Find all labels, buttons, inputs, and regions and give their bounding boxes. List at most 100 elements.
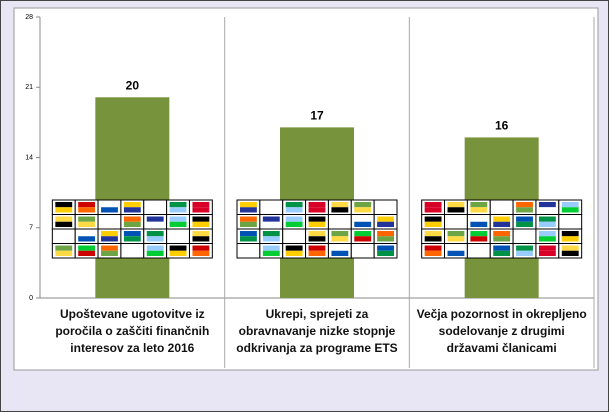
flag (192, 245, 210, 251)
flag (169, 207, 187, 213)
flag (169, 202, 187, 208)
flag (447, 207, 465, 213)
flag (123, 231, 141, 237)
flag (538, 250, 556, 256)
flag-cell (444, 214, 468, 230)
value-label: 16 (495, 119, 509, 133)
flag (78, 207, 96, 213)
flag (55, 207, 73, 213)
flag (377, 250, 394, 256)
flag (538, 221, 556, 227)
flag (377, 216, 394, 222)
flag (424, 250, 442, 256)
flag (424, 207, 442, 213)
flag (308, 221, 326, 227)
flag (561, 250, 579, 256)
flag (169, 250, 187, 256)
flag (354, 221, 372, 227)
flag (538, 202, 556, 208)
flag (123, 236, 141, 242)
flag (78, 236, 96, 242)
flag (78, 202, 96, 208)
flag (447, 236, 465, 242)
flag (308, 216, 326, 222)
flag (308, 236, 326, 242)
flag (331, 207, 349, 213)
flag (424, 236, 442, 242)
flag-cell (259, 199, 284, 215)
flag (146, 221, 164, 227)
flag (285, 202, 303, 208)
flag (101, 245, 118, 251)
flag (123, 207, 141, 213)
flag (192, 202, 210, 208)
flag (146, 236, 164, 242)
flag (331, 245, 349, 251)
flag (169, 216, 187, 222)
flag (192, 216, 210, 222)
flag (538, 231, 556, 237)
flag (377, 236, 394, 242)
flag (123, 221, 141, 227)
flag (516, 207, 533, 213)
flag (447, 202, 465, 208)
flag (561, 207, 579, 213)
flag (192, 236, 210, 242)
flag (470, 231, 488, 237)
flag (240, 202, 257, 208)
flag (308, 250, 326, 256)
flag (78, 216, 96, 222)
flag (55, 202, 73, 208)
flag (493, 231, 511, 237)
flag (262, 250, 280, 256)
flag (78, 250, 96, 256)
flag (377, 231, 394, 237)
flag-cell (166, 228, 190, 244)
flag (493, 221, 511, 227)
flag (424, 221, 442, 227)
flag (78, 245, 96, 251)
flag (262, 236, 280, 242)
value-label: 20 (126, 78, 140, 92)
flag (240, 231, 257, 237)
flag (146, 216, 164, 222)
bar (95, 97, 170, 299)
flag (538, 236, 556, 242)
flag (285, 207, 303, 213)
flag (285, 245, 303, 251)
y-tick-label: 0 (29, 295, 33, 302)
flag (285, 250, 303, 256)
flag (354, 207, 372, 213)
flag (331, 236, 349, 242)
flag (262, 245, 280, 251)
flag (377, 245, 394, 251)
flag-cell (282, 228, 307, 244)
flag (308, 245, 326, 251)
flag (308, 207, 326, 213)
flag (516, 245, 533, 251)
y-tick-label: 28 (25, 14, 33, 21)
flag (538, 216, 556, 222)
flag (493, 216, 511, 222)
flag (493, 245, 511, 251)
flag (493, 236, 511, 242)
flag-cell (466, 243, 491, 259)
flag-cell (143, 199, 168, 215)
x-tick-label: Upoštevane ugotovitve iz poročila o zašč… (55, 307, 210, 355)
flag (516, 221, 533, 227)
flag (470, 221, 488, 227)
flag-cell (236, 243, 261, 259)
flag (240, 207, 257, 213)
flag (101, 202, 118, 208)
flag (101, 236, 118, 242)
flag-cell (97, 214, 122, 230)
flag (354, 231, 372, 237)
flag (424, 216, 442, 222)
flag (424, 231, 442, 237)
y-tick-label: 7 (29, 225, 33, 232)
flag (424, 245, 442, 251)
flag (470, 207, 488, 213)
flag (55, 245, 73, 251)
